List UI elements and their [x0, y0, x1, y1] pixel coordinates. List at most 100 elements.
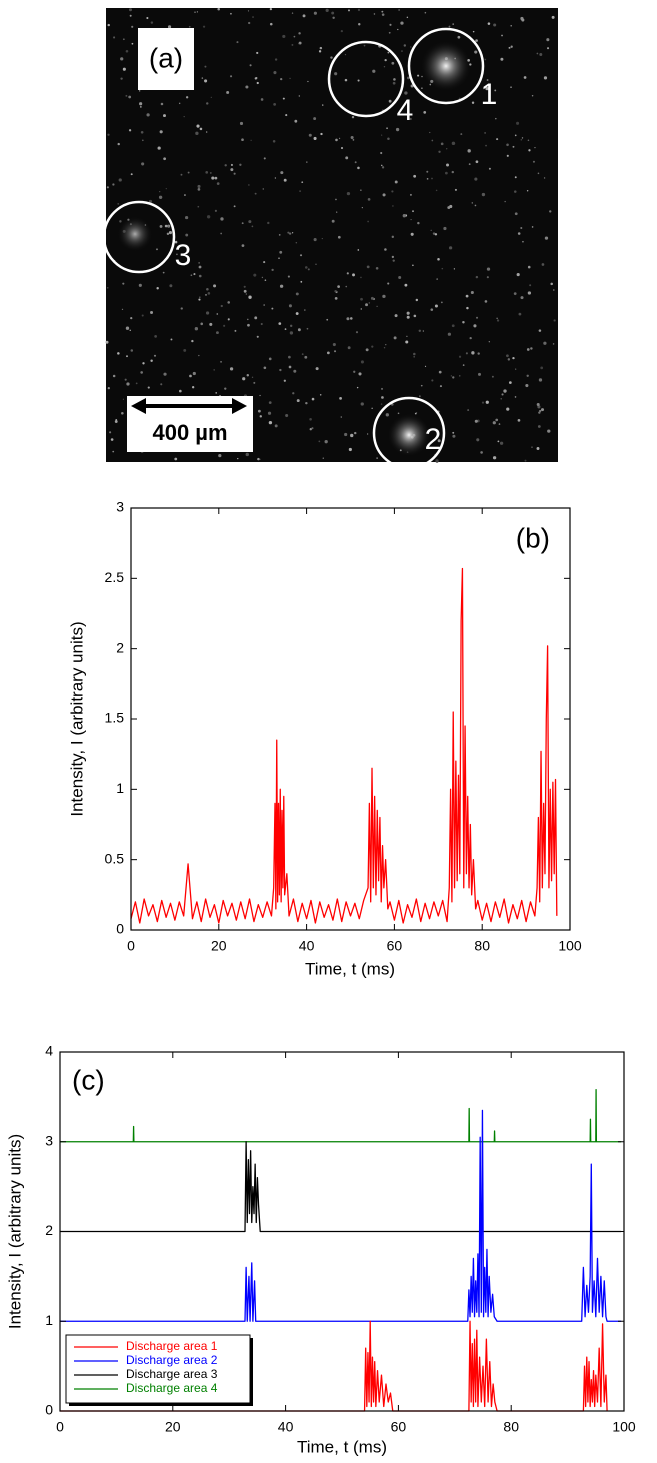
speckle-dot [295, 312, 299, 315]
speckle-dot [353, 370, 356, 373]
speckle-dot [395, 127, 400, 132]
region-circle [102, 200, 176, 274]
speckle-dot [514, 396, 517, 398]
x-tick-label: 100 [558, 938, 582, 954]
speckle-dot [451, 141, 456, 146]
speckle-dot [247, 318, 249, 321]
speckle-dot [360, 297, 363, 301]
speckle-dot [450, 375, 452, 377]
speckle-dot [406, 335, 408, 337]
speckle-dot [438, 150, 441, 153]
speckle-dot [206, 215, 211, 219]
speckle-dot [430, 308, 434, 311]
speckle-dot [526, 190, 529, 192]
speckle-dot [496, 319, 500, 322]
x-tick-label: 40 [278, 1419, 294, 1435]
speckle-dot [513, 292, 517, 296]
speckle-dot [273, 71, 277, 75]
speckle-dot [274, 58, 278, 61]
speckle-dot [130, 349, 134, 352]
speckle-dot [384, 248, 387, 251]
speckle-dot [195, 131, 199, 135]
y-tick-label: 2 [116, 639, 124, 655]
speckle-dot [288, 304, 292, 308]
speckle-dot [110, 438, 114, 441]
speckle-dot [140, 130, 144, 134]
speckle-dot [512, 356, 515, 360]
speckle-dot [494, 89, 497, 92]
speckle-dot [105, 340, 109, 344]
speckle-dot [380, 151, 383, 155]
speckle-dot [534, 146, 536, 149]
speckle-dot [245, 293, 247, 295]
speckle-dot [348, 9, 350, 12]
speckle-dot [458, 97, 461, 100]
speckle-dot [269, 22, 273, 26]
speckle-dot [227, 318, 230, 321]
speckle-dot [481, 192, 486, 197]
speckle-dot [471, 351, 475, 355]
speckle-dot [247, 323, 250, 327]
speckle-dot [417, 221, 420, 225]
speckle-dot [484, 300, 488, 303]
speckle-dot [423, 110, 427, 114]
speckle-dot [264, 279, 267, 281]
speckle-dot [393, 336, 397, 340]
speckle-dot [553, 289, 555, 291]
speckle-dot [431, 379, 434, 382]
speckle-dot [363, 44, 366, 47]
speckle-dot [334, 289, 337, 293]
speckle-dot [169, 284, 173, 288]
speckle-dot [431, 177, 433, 180]
speckle-dot [357, 166, 360, 170]
speckle-dot [273, 102, 277, 106]
speckle-dot [366, 433, 369, 435]
speckle-dot [299, 254, 303, 257]
speckle-dot [538, 411, 541, 414]
speckle-dot [536, 447, 540, 450]
speckle-dot [109, 431, 112, 434]
speckle-dot [357, 249, 360, 251]
speckle-dot [291, 12, 294, 14]
speckle-dot [115, 418, 118, 421]
legend-box [65, 1334, 251, 1404]
speckle-dot [337, 285, 340, 288]
speckle-dot [246, 373, 250, 377]
speckle-dot [486, 79, 489, 81]
speckle-dot [514, 212, 518, 216]
speckle-dot [258, 458, 261, 461]
x-tick-label: 60 [391, 1419, 407, 1435]
speckle-dot [320, 132, 323, 136]
speckle-dot [139, 90, 141, 92]
speckle-dot [179, 389, 182, 393]
speckle-dot [254, 316, 258, 320]
speckle-dot [159, 224, 163, 228]
speckle-dot [306, 327, 309, 330]
speckle-dot [437, 257, 440, 261]
speckle-dot [160, 383, 163, 386]
speckle-dot [307, 80, 309, 83]
speckle-dot [387, 137, 390, 141]
speckle-dot [506, 154, 509, 157]
speckle-dot [254, 192, 257, 195]
speckle-dot [391, 61, 395, 65]
speckle-dot [424, 365, 427, 368]
speckle-dot [112, 183, 115, 186]
speckle-dot [254, 77, 258, 80]
speckle-dot [452, 434, 456, 438]
speckle-dot [198, 265, 202, 269]
y-tick-label: 1 [116, 780, 124, 796]
speckle-dot [357, 8, 361, 12]
speckle-dot [510, 45, 513, 48]
speckle-dot [252, 16, 254, 18]
speckle-dot [334, 72, 338, 76]
speckle-dot [209, 322, 213, 326]
speckle-dot [124, 378, 127, 381]
speckle-dot [385, 343, 387, 346]
label-box [138, 28, 194, 90]
speckle-dot [514, 190, 517, 193]
speckle-dot [249, 64, 252, 67]
speckle-dot [405, 340, 409, 344]
speckle-dot [192, 371, 196, 376]
speckle-dot [289, 232, 292, 235]
